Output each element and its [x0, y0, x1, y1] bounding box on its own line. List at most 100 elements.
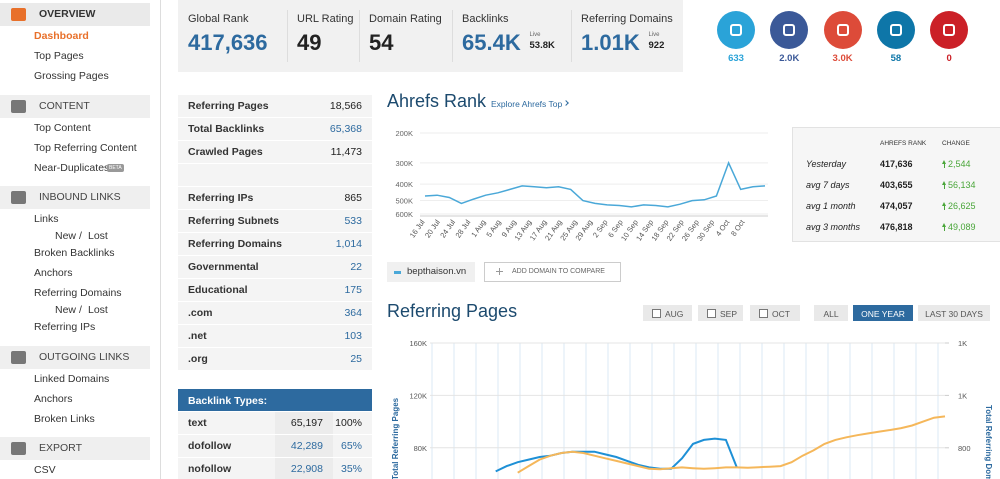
- social-count: 0: [946, 53, 952, 64]
- add-domain-button[interactable]: [484, 262, 621, 282]
- row-value: 65,368: [329, 123, 362, 135]
- backlink-types-header: [178, 389, 372, 411]
- y-tick-label: 80K: [414, 444, 427, 453]
- nav-link[interactable]: Anchors: [34, 393, 73, 405]
- nav-link[interactable]: Broken Links: [34, 413, 95, 425]
- range-button[interactable]: [853, 305, 913, 321]
- nav-link[interactable]: Dashboard: [34, 30, 89, 42]
- row-value: 18,566: [329, 100, 362, 112]
- social-count: 3.0K: [832, 53, 853, 64]
- live-label: Live: [648, 32, 660, 38]
- stat-value: 54: [369, 30, 394, 55]
- x-tick-label: 30 Sep: [695, 218, 716, 243]
- social-button[interactable]: [876, 11, 915, 49]
- nav-link[interactable]: Broken Backlinks: [34, 247, 115, 259]
- table-header: CHANGE: [942, 140, 970, 147]
- value-cell: [275, 435, 333, 457]
- divider: [452, 10, 453, 62]
- x-tick-label: 6 Sep: [606, 218, 625, 239]
- x-tick-label: 5 Aug: [484, 218, 502, 239]
- nav-link[interactable]: Linked Domains: [34, 373, 110, 385]
- up-arrow: [942, 202, 946, 206]
- nav-link[interactable]: Near-Duplicates: [34, 162, 110, 174]
- nav-link[interactable]: Top Pages: [34, 50, 84, 62]
- nav-link[interactable]: Grossing Pages: [34, 70, 109, 82]
- social-button[interactable]: [770, 11, 809, 49]
- social-button[interactable]: [717, 11, 755, 49]
- up-arrow-stem: [944, 226, 945, 231]
- rank-change: 2,544: [948, 159, 971, 169]
- x-tick-label: 21 Aug: [543, 218, 564, 242]
- nav-link[interactable]: CSV: [34, 464, 56, 476]
- row-label: nofollow: [188, 463, 232, 475]
- row-label: Referring Subnets: [188, 215, 280, 227]
- x-tick-label: 2 Sep: [591, 218, 610, 239]
- row-value: 65,197: [290, 417, 323, 429]
- row-label: Total Backlinks: [188, 123, 265, 135]
- nav-link[interactable]: Referring Domains: [34, 287, 122, 299]
- row-value: 42,289: [290, 440, 323, 452]
- y-axis-title: Total Referring Pages: [391, 397, 400, 479]
- row-value: 865: [344, 192, 362, 204]
- nav-link[interactable]: Links: [34, 213, 59, 225]
- range-label: LAST 30 DAYS: [925, 309, 983, 319]
- social-count: 2.0K: [779, 53, 800, 64]
- explore-link[interactable]: Explore Ahrefs Top: [491, 99, 563, 109]
- rank-change: 26,625: [948, 201, 976, 211]
- table-row: [178, 187, 372, 209]
- table-row: [178, 233, 372, 255]
- social-icon: [943, 24, 956, 36]
- chevron: [563, 100, 569, 106]
- row-value: 533: [344, 215, 362, 227]
- row-percent: 35%: [340, 463, 362, 475]
- nav-link[interactable]: Top Content: [34, 122, 91, 134]
- y-tick-label: 160K: [409, 339, 427, 348]
- nav-link[interactable]: Lost: [88, 304, 108, 316]
- x-tick-label: 17 Aug: [528, 218, 549, 242]
- row-value: 103: [344, 330, 362, 342]
- nav-link[interactable]: Lost: [88, 230, 108, 242]
- y-tick-label: 120K: [409, 391, 427, 400]
- rank-value: 474,057: [880, 201, 913, 211]
- x-tick-label: 9 Aug: [500, 218, 518, 239]
- section-header: [0, 95, 150, 118]
- social-button[interactable]: [930, 11, 969, 49]
- live-label: Live: [529, 32, 541, 38]
- nav-link[interactable]: New: [55, 230, 77, 242]
- stat-value: 1.01K: [581, 30, 640, 55]
- range-button[interactable]: [814, 305, 848, 321]
- nav-link[interactable]: Anchors: [34, 267, 73, 279]
- checkbox-label: SEP: [720, 309, 738, 319]
- range-button[interactable]: [918, 305, 990, 321]
- checkbox-label: AUG: [665, 309, 684, 319]
- row-value: 22: [350, 261, 362, 273]
- blank-row: [178, 164, 372, 186]
- section-icon: [11, 351, 26, 364]
- up-arrow-stem: [944, 163, 945, 168]
- social-icon: [730, 24, 742, 36]
- row-value: 175: [344, 284, 362, 296]
- value-cell: [275, 412, 333, 434]
- divider: [571, 10, 572, 62]
- nav-link[interactable]: Referring IPs: [34, 321, 96, 333]
- up-arrow-stem: [944, 184, 945, 189]
- nav-link[interactable]: New: [55, 304, 77, 316]
- section-title: OVERVIEW: [39, 8, 96, 20]
- row-label: Referring Domains: [188, 238, 282, 250]
- y2-tick-label: 800: [958, 444, 971, 453]
- stat-value: 417,636: [188, 30, 268, 55]
- x-tick-label: 26 Sep: [680, 218, 701, 243]
- row-label: Crawled Pages: [188, 146, 263, 158]
- rank-label: avg 1 month: [806, 201, 856, 211]
- section-title: Referring Pages: [387, 301, 518, 321]
- up-arrow: [942, 160, 946, 164]
- y2-tick-label: 1K: [958, 339, 967, 348]
- social-button[interactable]: [823, 11, 862, 49]
- nav-link[interactable]: Top Referring Content: [34, 142, 137, 154]
- stat-value: 65.4K: [462, 30, 521, 55]
- domain-color: [394, 271, 401, 274]
- rank-label: avg 7 days: [806, 180, 850, 190]
- row-label: .org: [188, 353, 208, 365]
- stat-label: Global Rank: [188, 13, 249, 25]
- row-label: .com: [188, 307, 213, 319]
